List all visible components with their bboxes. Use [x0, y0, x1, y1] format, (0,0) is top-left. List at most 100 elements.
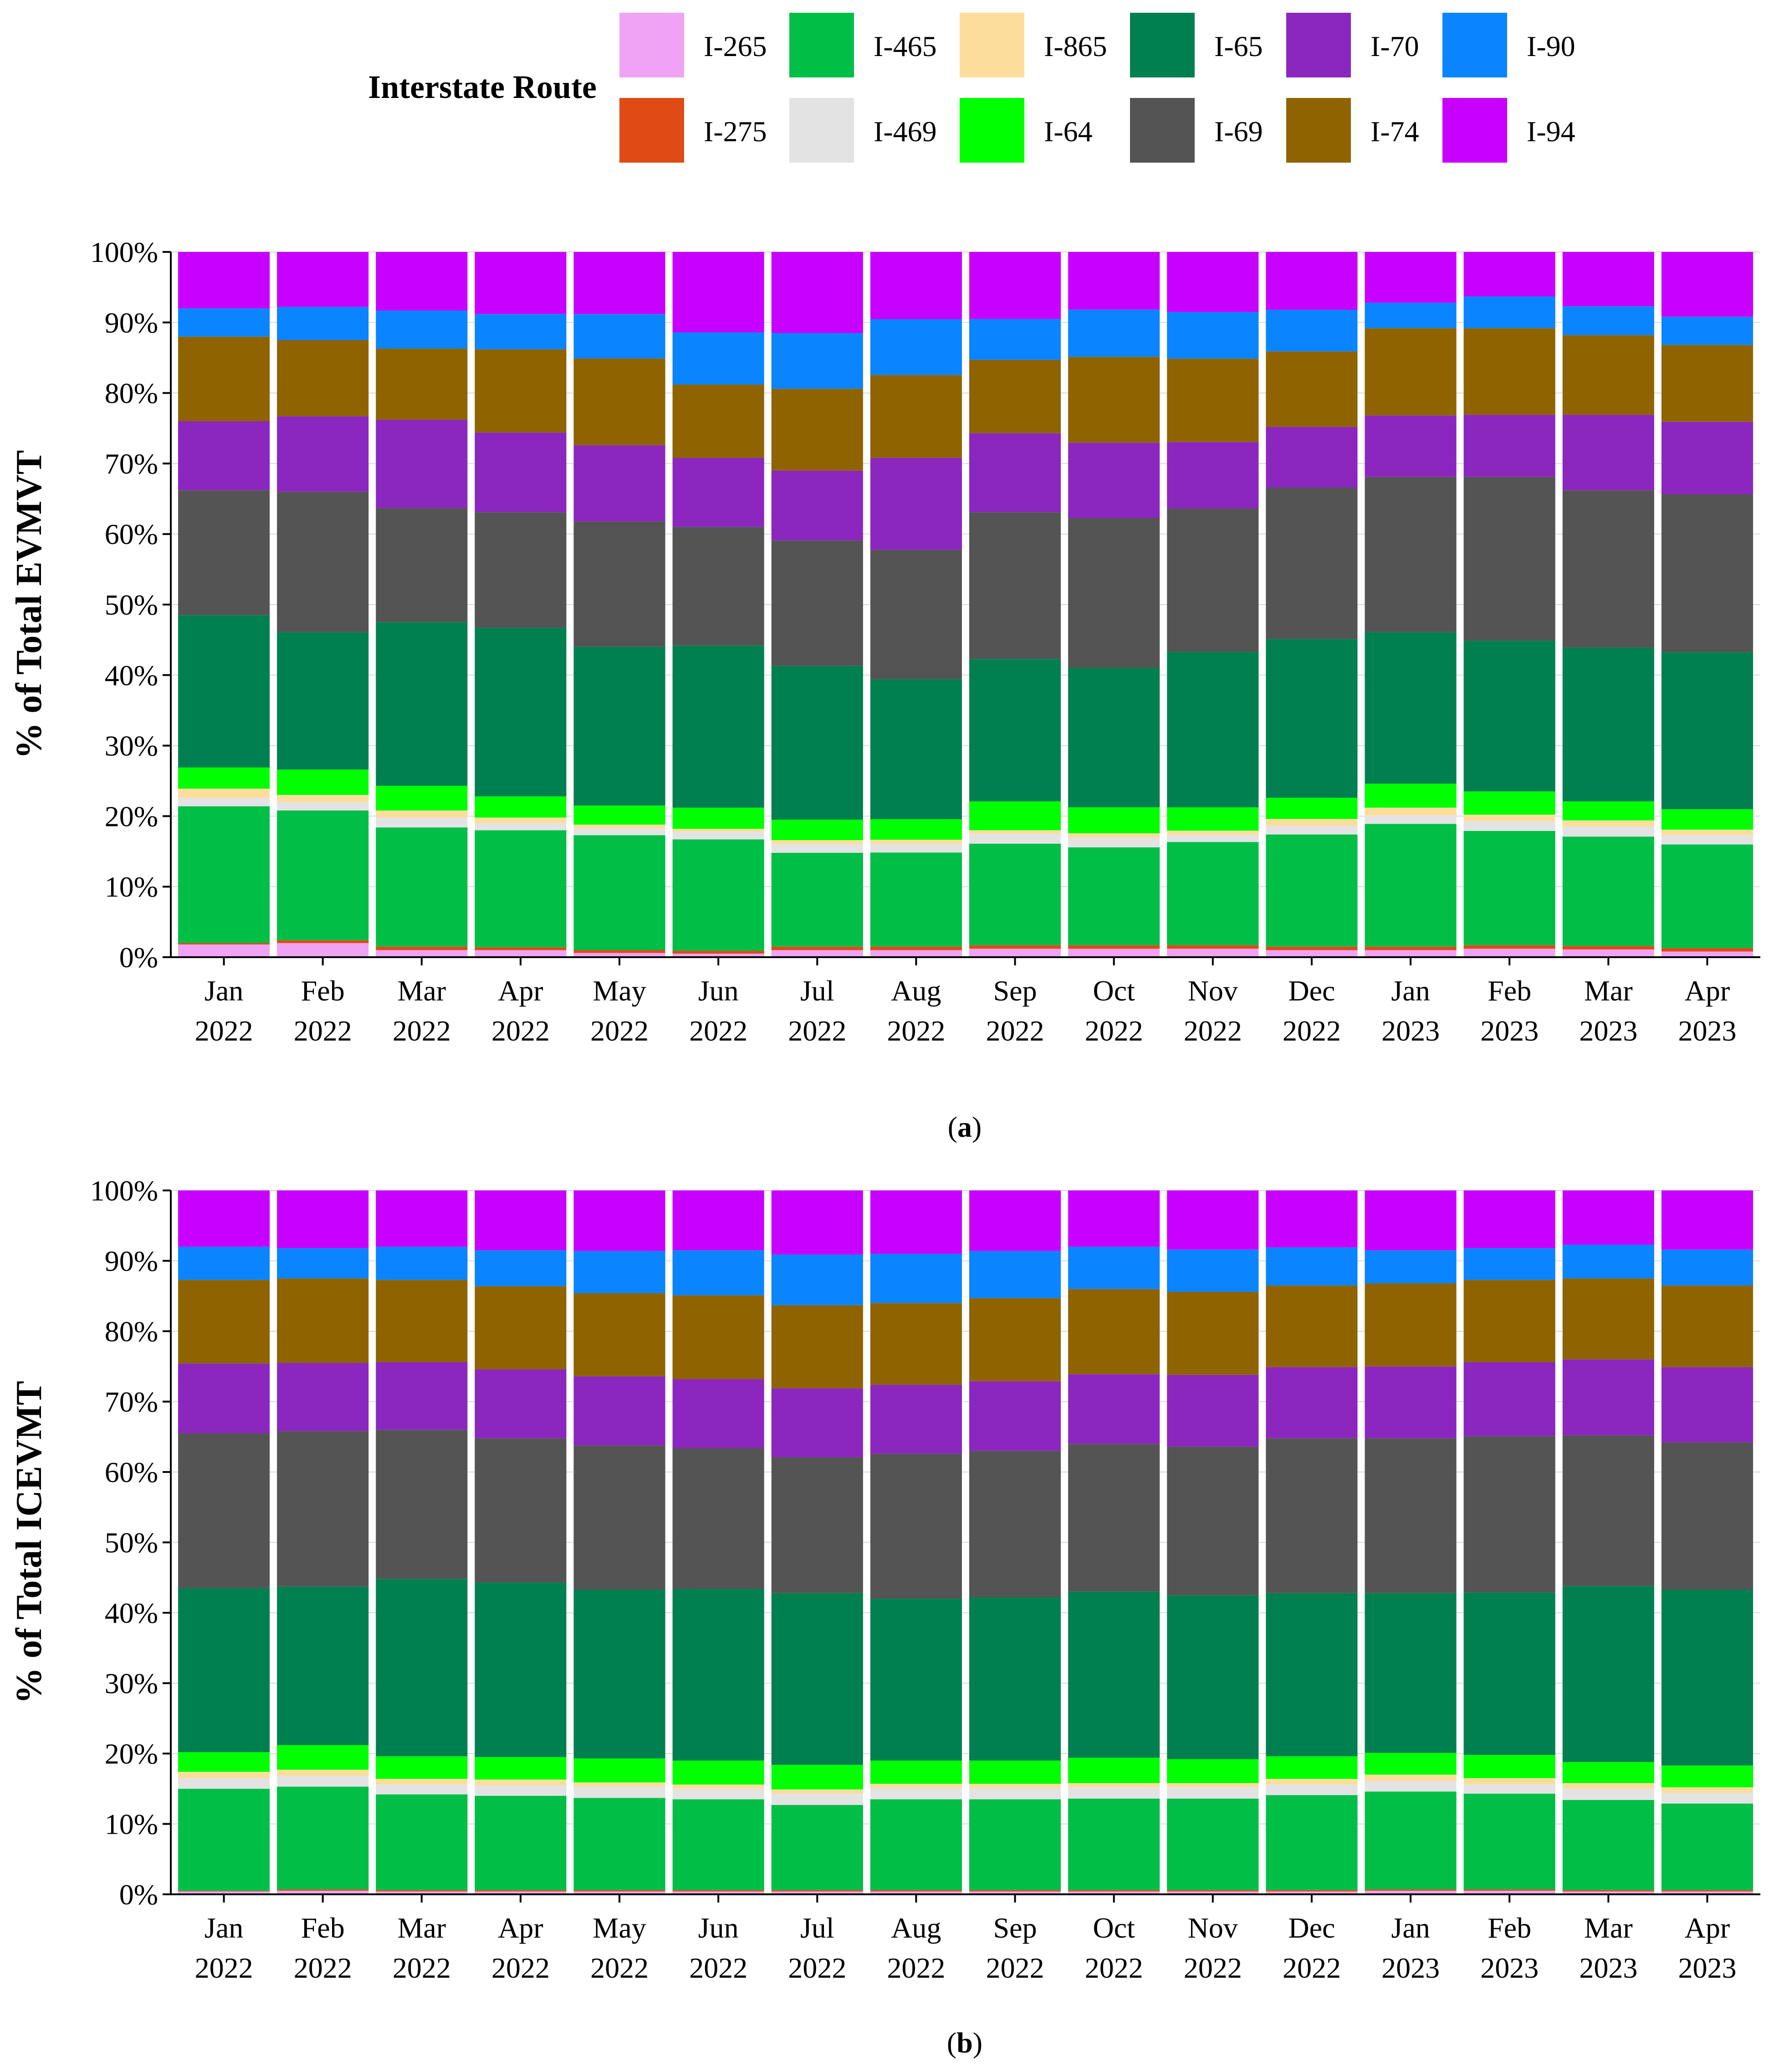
- x-tick-label-year: 2022: [986, 1015, 1044, 1047]
- bar-segment-i-90: [672, 332, 764, 385]
- bar-segment-i-65: [771, 1593, 863, 1765]
- bar-segment-i-70: [573, 445, 665, 522]
- bar-stack: [1463, 252, 1555, 957]
- bar-segment-i-69: [870, 549, 962, 679]
- legend-label: I-865: [1044, 30, 1107, 62]
- x-tick-label-year: 2023: [1381, 1952, 1440, 1984]
- bar-segment-i-94: [870, 1190, 962, 1254]
- bar-segment-i-469: [475, 1785, 567, 1796]
- x-tick-label-year: 2022: [195, 1952, 253, 1984]
- bar-segment-i-70: [376, 1362, 468, 1430]
- bar-segment-i-865: [1562, 820, 1654, 827]
- bar-segment-i-64: [1266, 1756, 1358, 1779]
- bar-segment-i-90: [1463, 296, 1555, 328]
- x-tick-label-year: 2022: [1283, 1952, 1341, 1984]
- bar-segment-i-69: [178, 490, 270, 615]
- bar-segment-i-90: [475, 314, 567, 349]
- bar-segment-i-65: [475, 628, 567, 797]
- bar-segment-i-74: [870, 375, 962, 458]
- bar-segment-i-69: [573, 521, 665, 647]
- bar-segment-i-465: [573, 835, 665, 950]
- bar-segment-i-90: [1562, 1244, 1654, 1279]
- bar-segment-i-74: [277, 340, 369, 416]
- y-axis-label: % of Total EVMVT: [9, 450, 49, 759]
- bar-segment-i-65: [1068, 668, 1160, 807]
- bar-segment-i-94: [277, 252, 369, 307]
- bar-segment-i-275: [376, 946, 468, 950]
- x-tick-label-month: Jan: [1391, 1912, 1430, 1944]
- bar-segment-i-465: [1167, 1798, 1259, 1890]
- legend-label: I-465: [874, 30, 937, 62]
- bar-segment-i-469: [1266, 1784, 1358, 1795]
- bar-segment-i-469: [1463, 821, 1555, 831]
- bar-segment-i-275: [277, 1889, 369, 1891]
- bar-segment-i-65: [1365, 1593, 1457, 1753]
- x-tick-label-month: Jan: [205, 974, 243, 1007]
- bar-segment-i-74: [1266, 1285, 1358, 1367]
- y-tick-label: 70%: [105, 447, 158, 480]
- legend-item: I-265: [619, 13, 767, 77]
- bar-segment-i-70: [1562, 415, 1654, 491]
- bar-segment-i-275: [969, 1890, 1061, 1892]
- bar-segment-i-64: [1365, 784, 1457, 808]
- bar-segment-i-865: [1562, 1783, 1654, 1789]
- bar-segment-i-469: [376, 1784, 468, 1795]
- bar-segment-i-469: [1266, 826, 1358, 835]
- bar-segment-i-90: [277, 1248, 369, 1279]
- x-tick-label-year: 2022: [195, 1015, 253, 1047]
- bar-segment-i-865: [573, 824, 665, 828]
- bar-segment-i-469: [1068, 837, 1160, 847]
- bar-segment-i-70: [1068, 442, 1160, 518]
- x-tick-label-month: May: [593, 974, 646, 1007]
- bar-segment-i-65: [1167, 651, 1259, 808]
- bar-segment-i-465: [969, 1799, 1061, 1890]
- bar-segment-i-70: [1562, 1359, 1654, 1436]
- bar-segment-i-265: [277, 943, 369, 957]
- bar-segment-i-69: [870, 1453, 962, 1599]
- bar-segment-i-64: [376, 785, 468, 811]
- bar-segment-i-265: [376, 1891, 468, 1894]
- bar-segment-i-94: [1167, 1190, 1259, 1250]
- bar-segment-i-465: [870, 1799, 962, 1890]
- bar-segment-i-69: [277, 492, 369, 632]
- x-tick-label-year: 2022: [788, 1952, 846, 1984]
- bar-segment-i-865: [277, 795, 369, 802]
- bar-segment-i-275: [1365, 1889, 1457, 1891]
- bar-segment-i-70: [870, 1385, 962, 1454]
- bar-segment-i-69: [672, 527, 764, 646]
- bar-stack: [1463, 1190, 1555, 1894]
- bar-segment-i-94: [969, 1190, 1061, 1251]
- bar-segment-i-64: [1068, 1758, 1160, 1783]
- bar-segment-i-94: [1068, 1190, 1160, 1247]
- bar-segment-i-65: [1266, 639, 1358, 798]
- bar-segment-i-265: [1661, 1891, 1753, 1894]
- bar-segment-i-90: [573, 314, 665, 359]
- bar-segment-i-69: [1266, 487, 1358, 639]
- bar-segment-i-64: [573, 1758, 665, 1783]
- bar-segment-i-74: [1365, 1283, 1457, 1367]
- bar-segment-i-70: [277, 416, 369, 492]
- stacked-bars: [178, 1190, 1753, 1894]
- bar-segment-i-265: [1661, 951, 1753, 957]
- bar-segment-i-64: [1463, 791, 1555, 815]
- legend-label: I-74: [1370, 115, 1419, 148]
- bar-segment-i-469: [573, 828, 665, 836]
- panel-caption: (b): [947, 2026, 982, 2059]
- bar-segment-i-265: [573, 1891, 665, 1894]
- bar-segment-i-90: [1661, 1249, 1753, 1286]
- bar-segment-i-90: [1463, 1248, 1555, 1280]
- panel-caption-letter: b: [956, 2026, 973, 2059]
- legend-swatch: [960, 13, 1024, 77]
- bar-segment-i-64: [1562, 801, 1654, 821]
- bar-stack: [178, 252, 270, 957]
- bar-segment-i-74: [969, 359, 1061, 433]
- x-tick-label-month: Jan: [205, 1912, 243, 1944]
- bar-segment-i-94: [178, 252, 270, 308]
- bar-segment-i-275: [1562, 946, 1654, 949]
- bar-segment-i-74: [573, 358, 665, 446]
- bar-segment-i-865: [1167, 1783, 1259, 1788]
- x-tick-label-year: 2023: [1381, 1015, 1440, 1047]
- bar-segment-i-865: [870, 1784, 962, 1788]
- bar-segment-i-275: [178, 1891, 270, 1892]
